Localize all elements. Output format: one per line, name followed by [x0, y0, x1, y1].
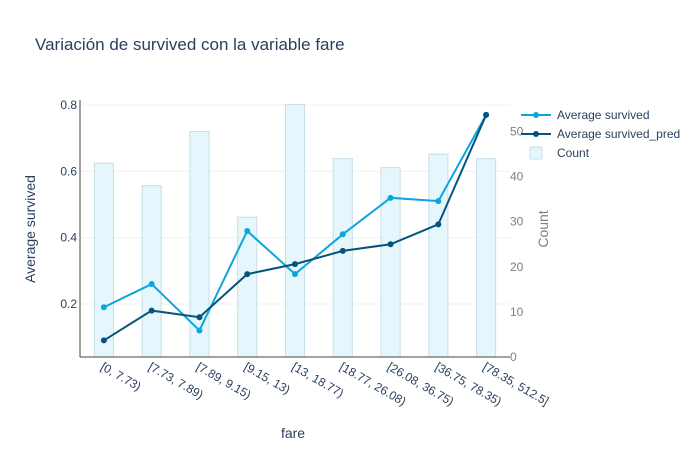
series-1-point-4	[292, 261, 298, 268]
x-axis-title: fare	[281, 425, 305, 441]
series-0-point-5	[339, 231, 346, 238]
legend-item-2[interactable]: Count	[529, 146, 590, 160]
x-axis-ticks: [0, 7.73) [7.73, 7.89)[7.89, 9.15)[9.15, …	[98, 359, 551, 408]
series-0-point-7	[435, 198, 442, 205]
series-0-point-0	[100, 304, 107, 311]
series-1-point-1	[148, 307, 155, 314]
y-tick-label-2: 0.6	[60, 164, 77, 178]
y-tick-label-0: 0.2	[60, 297, 77, 311]
legend-label-0: Average survived	[557, 108, 650, 122]
series-1-point-7	[435, 221, 442, 228]
y2-tick-label-0: 0	[510, 350, 517, 364]
y2-axis-title: Count	[535, 210, 551, 247]
count-bar-5	[332, 158, 353, 358]
series-1-point-6	[387, 241, 394, 248]
series-0-point-1	[148, 281, 155, 288]
chart-title: Variación de survived con la variable fa…	[35, 35, 345, 54]
y-tick-label-3: 0.8	[60, 98, 77, 112]
y-tick-label-1: 0.4	[60, 231, 77, 245]
y2-tick-label-3: 30	[510, 215, 524, 229]
y2-tick-label-5: 50	[510, 125, 524, 139]
y2-tick-label-1: 10	[510, 305, 524, 319]
series-0-point-2	[196, 327, 203, 334]
count-bars	[93, 104, 497, 358]
series-lines	[100, 111, 490, 344]
y2-tick-label-2: 20	[510, 260, 524, 274]
count-bar-0	[93, 162, 114, 358]
y2-tick-label-4: 40	[510, 170, 524, 184]
legend-item-0[interactable]: Average survived	[521, 108, 650, 122]
legend-label-2: Count	[557, 146, 590, 160]
legend[interactable]: Average survived Average survived_pred Cou…	[521, 108, 680, 160]
legend-marker-1	[533, 131, 539, 137]
series-1-point-0	[100, 337, 107, 344]
count-bar-4	[284, 104, 306, 358]
y-axis-title: Average survived	[22, 175, 38, 283]
series-1-point-8	[483, 111, 490, 118]
legend-swatch-2	[529, 146, 543, 160]
count-bar-8	[476, 158, 497, 358]
series-0-point-3	[244, 227, 251, 234]
series-0-point-4	[292, 271, 298, 278]
series-1-point-3	[244, 271, 251, 278]
series-0-point-6	[387, 194, 394, 201]
count-bar-1	[141, 185, 162, 358]
series-1-point-5	[339, 247, 346, 254]
count-bar-7	[428, 153, 449, 358]
y2-axis-ticks: 0 10 20 30 40 50	[510, 125, 524, 364]
y-axis-ticks: 0.2 0.4 0.6 0.8	[60, 98, 77, 311]
legend-marker-0	[533, 112, 539, 118]
x-tick-label-0: [0, 7.73)	[98, 359, 143, 393]
legend-label-1: Average survived_pred	[557, 127, 680, 141]
series-1-point-2	[196, 314, 203, 321]
legend-item-1[interactable]: Average survived_pred	[521, 127, 680, 141]
x-tick-label-4: [13, 18.77)	[290, 359, 347, 400]
